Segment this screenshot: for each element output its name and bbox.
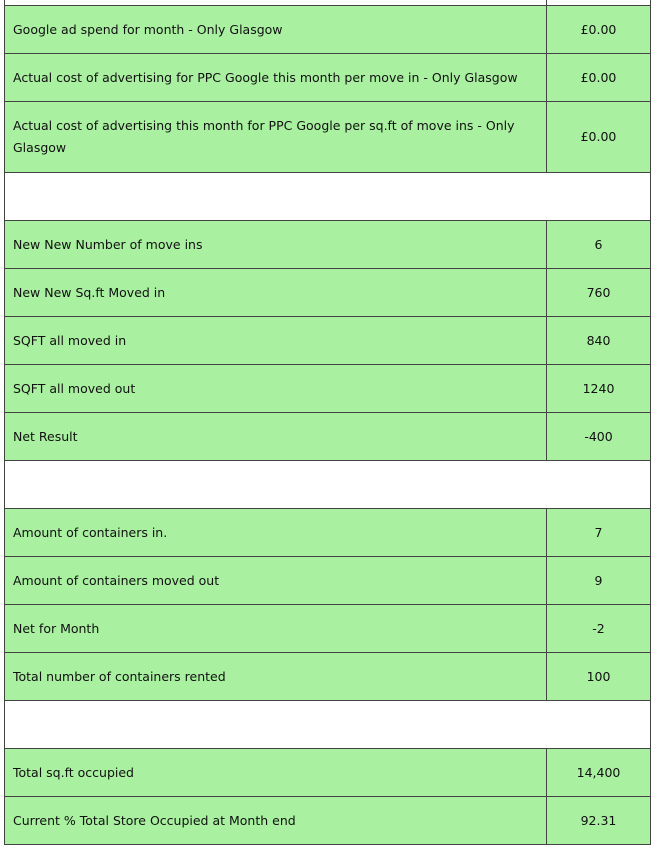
row-value: -2 (546, 604, 651, 653)
row-value: 1240 (546, 364, 651, 413)
row-label: Google ad spend for month - Only Glasgow (4, 5, 547, 54)
data-row: New New Sq.ft Moved in 760 (4, 268, 651, 317)
row-label: Actual cost of advertising for PPC Googl… (4, 53, 547, 102)
spacer-row (4, 460, 651, 509)
data-row: Total number of containers rented 100 (4, 652, 651, 701)
data-row: Google ad spend for month - Only Glasgow… (4, 5, 651, 54)
row-value: 840 (546, 316, 651, 365)
row-label: Current % Total Store Occupied at Month … (4, 796, 547, 845)
data-row: New New Number of move ins 6 (4, 220, 651, 269)
spacer-cell (4, 460, 651, 509)
row-label: SQFT all moved out (4, 364, 547, 413)
row-label: Net for Month (4, 604, 547, 653)
top-edge (0, 0, 655, 5)
row-label: Net Result (4, 412, 547, 461)
row-label: Actual cost of advertising this month fo… (4, 101, 547, 173)
row-value: £0.00 (546, 53, 651, 102)
row-value: £0.00 (546, 101, 651, 173)
data-row: Amount of containers in. 7 (4, 508, 651, 557)
data-row: Actual cost of advertising for PPC Googl… (4, 53, 651, 102)
spacer-row (4, 172, 651, 221)
spacer-cell (4, 700, 651, 749)
row-label: Total sq.ft occupied (4, 748, 547, 797)
data-row: SQFT all moved in 840 (4, 316, 651, 365)
row-value: 100 (546, 652, 651, 701)
row-label: Total number of containers rented (4, 652, 547, 701)
row-label: Amount of containers moved out (4, 556, 547, 605)
row-value: -400 (546, 412, 651, 461)
border (650, 0, 651, 5)
row-value: 760 (546, 268, 651, 317)
data-row: Amount of containers moved out 9 (4, 556, 651, 605)
row-value: £0.00 (546, 5, 651, 54)
row-value: 6 (546, 220, 651, 269)
report-table: Google ad spend for month - Only Glasgow… (4, 5, 651, 845)
row-label: New New Number of move ins (4, 220, 547, 269)
row-label: SQFT all moved in (4, 316, 547, 365)
row-value: 9 (546, 556, 651, 605)
row-value: 7 (546, 508, 651, 557)
data-row: Total sq.ft occupied 14,400 (4, 748, 651, 797)
border (546, 0, 547, 5)
spacer-cell (4, 172, 651, 221)
border (4, 0, 5, 5)
row-value: 14,400 (546, 748, 651, 797)
spacer-row (4, 700, 651, 749)
row-label: New New Sq.ft Moved in (4, 268, 547, 317)
row-label: Amount of containers in. (4, 508, 547, 557)
data-row: Current % Total Store Occupied at Month … (4, 796, 651, 845)
data-row: Net Result -400 (4, 412, 651, 461)
data-row: SQFT all moved out 1240 (4, 364, 651, 413)
data-row: Actual cost of advertising this month fo… (4, 101, 651, 173)
row-value: 92.31 (546, 796, 651, 845)
data-row: Net for Month -2 (4, 604, 651, 653)
